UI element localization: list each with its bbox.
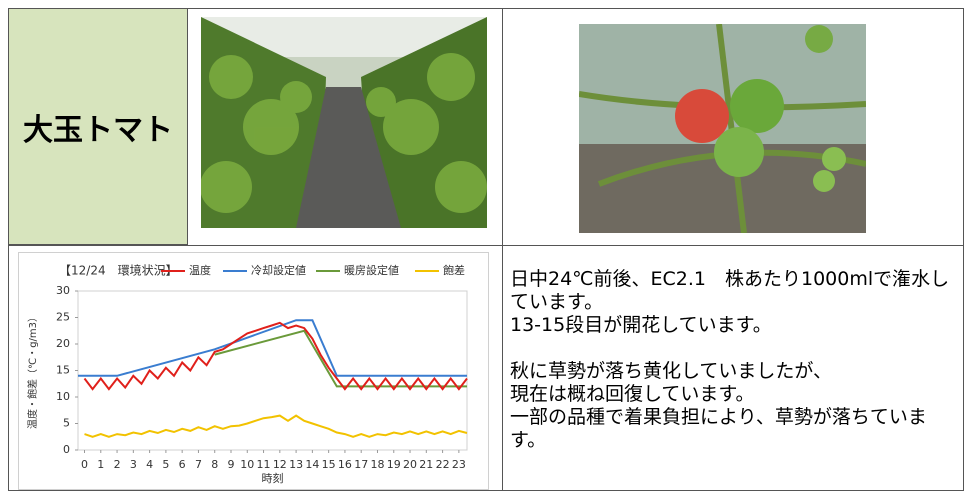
x-tick-label: 23 [452,458,466,471]
chart-title: 【12/24 環境状況】 [59,263,178,278]
y-tick-label: 25 [56,311,70,324]
x-tick-label: 1 [97,458,104,471]
x-tick-label: 19 [387,458,401,471]
x-tick-label: 4 [146,458,153,471]
x-tick-label: 16 [338,458,352,471]
x-tick-label: 5 [162,458,169,471]
note-line: 現在は概ね回復しています。 [510,383,755,405]
x-axis-label: 時刻 [262,471,284,485]
series-line [83,321,468,391]
x-tick-label: 6 [179,458,186,471]
title: 大玉トマト [8,8,188,245]
y-tick-label: 5 [63,417,70,430]
x-tick-label: 18 [370,458,384,471]
note-line: 秋に草勢が落ち黄化していましたが、 [510,360,833,382]
greenhouse-photo [201,17,487,228]
legend-label: 温度 [189,263,211,277]
note-line: 一部の品種で着果負担により、草勢が落ちています。 [510,406,927,451]
legend-label: 飽差 [443,263,465,277]
x-tick-label: 9 [227,458,234,471]
y-tick-label: 15 [56,364,70,377]
legend-label: 冷却設定値 [251,263,306,277]
y-tick-label: 30 [56,284,70,297]
x-tick-label: 0 [81,458,88,471]
x-tick-label: 12 [273,458,287,471]
x-tick-label: 13 [289,458,303,471]
x-tick-label: 10 [240,458,254,471]
x-tick-label: 11 [257,458,271,471]
note-line: 日中24℃前後、EC2.1 株あたり1000mlで潅水しています。 [510,268,950,313]
x-tick-label: 20 [403,458,417,471]
x-tick-label: 15 [322,458,336,471]
tomato-photo [579,24,866,233]
legend-label: 暖房設定値 [344,263,399,277]
x-tick-label: 17 [354,458,368,471]
series-line [84,414,468,438]
y-tick-label: 10 [56,390,70,403]
x-tick-label: 2 [114,458,121,471]
x-tick-label: 8 [211,458,218,471]
x-tick-label: 21 [419,458,433,471]
notes: 日中24℃前後、EC2.1 株あたり1000mlで潅水しています。 13-15段目… [510,268,960,452]
x-tick-label: 14 [305,458,319,471]
y-tick-label: 20 [56,337,70,350]
cell [502,245,964,491]
note-line: 13-15段目が開花しています。 [510,314,772,336]
y-tick-label: 0 [63,443,70,456]
series-line [214,329,467,388]
x-tick-label: 7 [195,458,202,471]
x-tick-label: 3 [130,458,137,471]
y-axis-label: 温度・飽差（℃・g/m3） [26,312,39,429]
x-tick-label: 22 [436,458,450,471]
series-line [78,319,467,377]
